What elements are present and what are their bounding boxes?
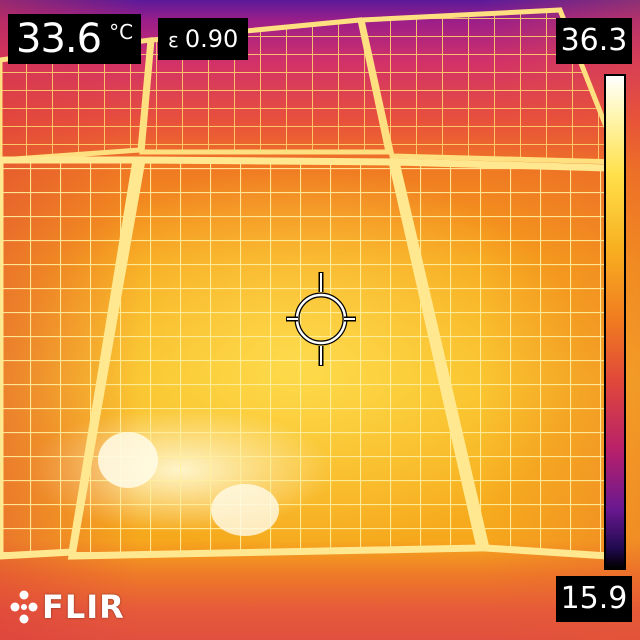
flir-logo: FLIR: [10, 588, 125, 626]
scale-max-value: 36.3: [556, 18, 632, 64]
hot-spot: [98, 432, 158, 488]
logo-text: FLIR: [42, 588, 125, 626]
flir-snowflake-icon: [10, 590, 38, 624]
hot-spot: [211, 484, 279, 536]
temperature-unit: °C: [109, 20, 134, 44]
solar-panel: [67, 156, 485, 560]
spot-temperature-readout: 33.6 °C: [8, 14, 142, 64]
emissivity-readout: ε 0.90: [158, 18, 249, 60]
panel-row-top: [0, 7, 624, 165]
emissivity-value: 0.90: [184, 25, 239, 53]
color-scale-bar: [604, 74, 626, 570]
scale-min-value: 15.9: [556, 576, 632, 622]
crosshair-icon: [286, 272, 356, 366]
emissivity-symbol: ε: [168, 28, 179, 52]
spot-temperature-value: 33.6: [16, 16, 102, 62]
panel-row-main: [0, 156, 612, 560]
